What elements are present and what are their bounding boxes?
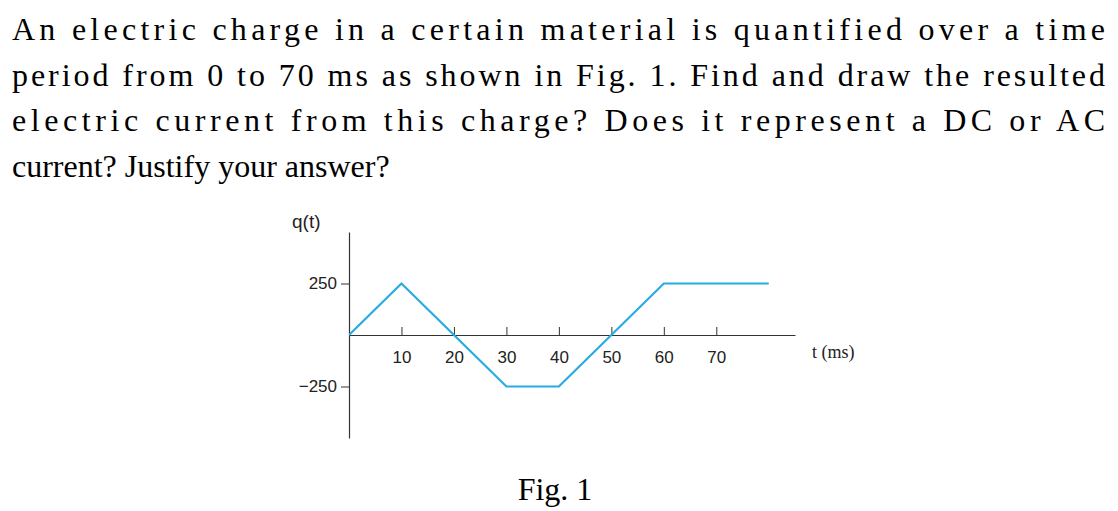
question-line: period from 0 to 70 ms as shown in Fig. … — [12, 57, 1105, 93]
x-tick: 70 — [707, 327, 726, 367]
question: An electric charge in a certain material… — [12, 11, 1105, 184]
x-axis-line — [350, 335, 796, 336]
x-tick-label: 40 — [550, 348, 569, 367]
x-tick: 20 — [445, 327, 464, 367]
x-tick-mark — [559, 327, 560, 335]
charge-line — [349, 284, 769, 387]
y-tick-label: −250 — [299, 377, 337, 396]
y-tick: 250 — [309, 274, 349, 293]
y-axis-title: q(t) — [292, 211, 321, 232]
x-tick: 60 — [655, 327, 674, 367]
chart: 10 20 30 40 50 60 70 −250 250 q(t) t (ms) — [292, 211, 855, 439]
x-tick-label: 60 — [655, 348, 674, 367]
caption: Fig. 1 — [518, 471, 593, 507]
x-tick-mark — [664, 327, 665, 335]
plot-area — [349, 284, 769, 387]
y-tick: −250 — [299, 377, 349, 396]
y-tick-label: 250 — [309, 274, 337, 293]
x-tick-label: 30 — [497, 348, 516, 367]
y-axis: −250 250 — [299, 233, 350, 439]
y-tick-mark — [341, 284, 349, 285]
question-line: electric current from this charge? Does … — [12, 102, 1105, 138]
question-line: An electric charge in a certain material… — [12, 11, 1105, 47]
x-tick-label: 50 — [602, 348, 621, 367]
question-line: current? Justify your answer? — [12, 148, 390, 184]
x-tick: 30 — [497, 327, 516, 367]
x-tick-label: 20 — [445, 348, 464, 367]
x-axis-title: t (ms) — [812, 342, 855, 363]
x-tick-mark — [401, 327, 402, 335]
page: An electric charge in a certain material… — [0, 0, 1118, 511]
x-tick-mark — [506, 327, 507, 335]
x-tick-mark — [716, 327, 717, 335]
x-tick-label: 70 — [707, 348, 726, 367]
x-tick: 10 — [393, 327, 412, 367]
x-tick: 40 — [550, 327, 569, 367]
y-tick-mark — [341, 387, 349, 388]
x-tick-label: 10 — [393, 348, 412, 367]
x-axis: 10 20 30 40 50 60 70 — [350, 327, 796, 367]
